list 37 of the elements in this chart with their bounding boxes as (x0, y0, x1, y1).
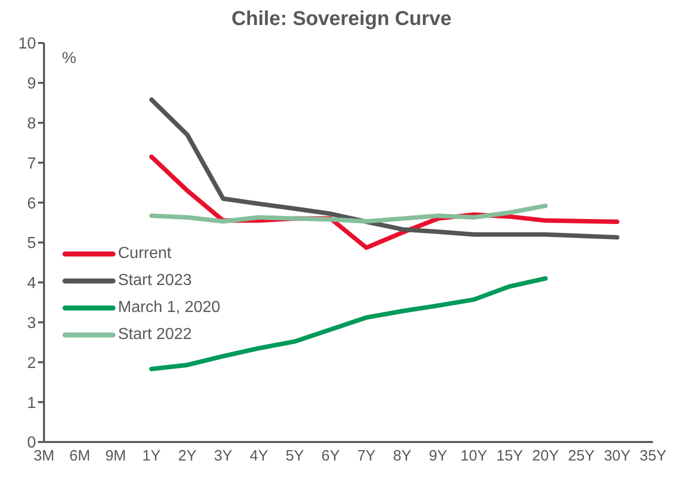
x-tick-label: 6Y (321, 448, 340, 465)
y-tick-label: 2 (27, 354, 36, 372)
y-tick-label: 4 (27, 275, 36, 292)
y-tick-label: 0 (27, 434, 36, 452)
legend-label: Current (118, 244, 172, 262)
line-series (149, 204, 548, 224)
y-tick-label: 6 (27, 195, 36, 212)
x-tick-label: 3Y (214, 448, 232, 465)
y-tick-label: 7 (27, 155, 36, 172)
line-series (149, 97, 620, 240)
x-tick-label: 10Y (460, 448, 488, 465)
y-tick-label: 3 (27, 314, 36, 332)
y-tick-label: 5 (27, 235, 36, 252)
x-tick-label: 30Y (604, 448, 631, 465)
x-tick-label: 4Y (250, 448, 268, 465)
x-tick-label: 20Y (532, 448, 559, 465)
x-tick-label: 5Y (286, 448, 304, 465)
x-tick-label: 3M (34, 448, 54, 465)
x-tick-label: 25Y (568, 448, 595, 465)
y-tick-label: 8 (27, 115, 36, 132)
y-tick-label: 9 (27, 76, 36, 93)
legend-label: March 1, 2020 (118, 298, 220, 316)
y-axis-title: % (62, 50, 76, 68)
x-tick-label: 9Y (428, 448, 448, 465)
x-tick-label: 6M (69, 448, 90, 465)
x-tick-label: 7Y (357, 448, 376, 465)
y-tick-label: 1 (27, 394, 36, 412)
x-tick-label: 1Y (142, 448, 161, 465)
x-tick-label: 15Y (496, 448, 524, 465)
legend-label: Start 2023 (118, 272, 192, 290)
x-tick-label: 8Y (393, 448, 412, 465)
chart-title: Chile: Sovereign Curve (230, 8, 453, 31)
legend-label: Start 2022 (118, 326, 192, 344)
x-tick-label: 35Y (640, 448, 666, 465)
y-tick-label: 10 (18, 36, 36, 53)
x-tick-label: 2Y (178, 448, 196, 465)
x-tick-label: 9M (105, 448, 126, 465)
